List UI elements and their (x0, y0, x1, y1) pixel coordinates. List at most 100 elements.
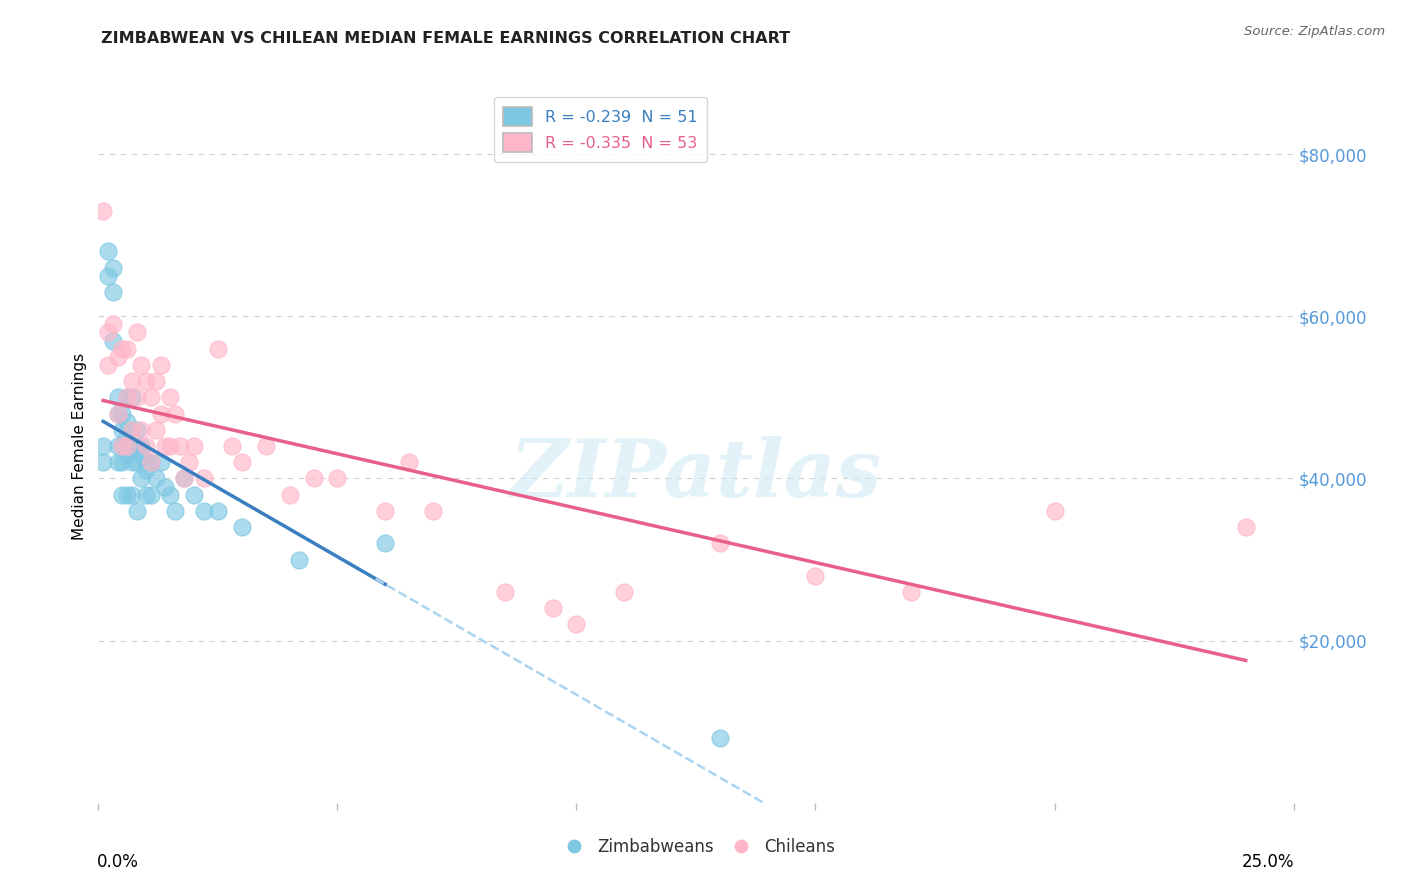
Point (101, 285, 124, 299)
Point (159, 439, 181, 453)
Point (125, 455, 148, 469)
Point (149, 455, 172, 469)
Text: Source: ZipAtlas.com: Source: ZipAtlas.com (1244, 25, 1385, 38)
Point (121, 455, 143, 469)
Point (135, 439, 157, 453)
Point (97, 326, 120, 340)
Point (145, 471, 167, 485)
Point (135, 488, 157, 502)
Point (101, 260, 124, 275)
Point (107, 350, 129, 364)
Point (221, 439, 243, 453)
Point (107, 455, 129, 469)
Point (169, 439, 191, 453)
Point (398, 455, 420, 469)
Point (139, 455, 162, 469)
Point (207, 342, 229, 356)
Point (107, 439, 129, 453)
Point (125, 439, 148, 453)
Point (111, 488, 134, 502)
Point (155, 479, 177, 493)
Point (107, 407, 129, 421)
Point (139, 390, 162, 404)
Point (183, 439, 205, 453)
Point (111, 342, 134, 356)
Point (121, 488, 143, 502)
Point (193, 471, 215, 485)
Point (494, 585, 516, 599)
Point (155, 439, 177, 453)
Point (115, 415, 138, 429)
Point (101, 334, 124, 348)
Point (101, 318, 124, 332)
Point (374, 536, 396, 550)
Point (115, 431, 138, 445)
Point (131, 423, 153, 437)
Point (135, 455, 157, 469)
Point (121, 374, 143, 388)
Point (207, 504, 229, 518)
Point (125, 423, 148, 437)
Point (709, 536, 731, 550)
Point (193, 504, 215, 518)
Point (288, 552, 311, 566)
Point (111, 423, 134, 437)
Point (115, 342, 138, 356)
Point (173, 471, 195, 485)
Point (139, 455, 162, 469)
Point (131, 447, 153, 461)
Point (97, 358, 120, 372)
Point (135, 374, 157, 388)
Point (115, 390, 138, 404)
Point (139, 488, 162, 502)
Point (231, 520, 253, 534)
Point (163, 504, 186, 518)
Point (131, 358, 153, 372)
Point (149, 407, 172, 421)
Point (145, 423, 167, 437)
Point (254, 439, 277, 453)
Point (183, 488, 205, 502)
Point (121, 423, 143, 437)
Point (1234, 520, 1257, 534)
Point (374, 504, 396, 518)
Text: ZIMBABWEAN VS CHILEAN MEDIAN FEMALE EARNINGS CORRELATION CHART: ZIMBABWEAN VS CHILEAN MEDIAN FEMALE EARN… (101, 31, 790, 46)
Point (115, 439, 138, 453)
Point (613, 585, 636, 599)
Y-axis label: Median Female Earnings: Median Female Earnings (72, 352, 87, 540)
Text: 0.0%: 0.0% (97, 853, 139, 871)
Point (231, 455, 253, 469)
Point (91, 439, 114, 453)
Point (135, 463, 157, 477)
Point (145, 374, 167, 388)
Point (422, 504, 444, 518)
Point (900, 585, 922, 599)
Point (131, 471, 153, 485)
Point (111, 439, 134, 453)
Point (131, 439, 153, 453)
Point (107, 390, 129, 404)
Point (121, 439, 143, 453)
Point (149, 358, 172, 372)
Text: 25.0%: 25.0% (1243, 853, 1295, 871)
Point (125, 326, 148, 340)
Point (91, 455, 114, 469)
Point (1043, 504, 1066, 518)
Point (163, 407, 186, 421)
Point (107, 407, 129, 421)
Point (278, 488, 301, 502)
Point (97, 268, 120, 283)
Point (97, 244, 120, 259)
Point (115, 390, 138, 404)
Point (326, 471, 349, 485)
Point (91, 203, 114, 218)
Point (115, 488, 138, 502)
Point (159, 488, 181, 502)
Point (111, 407, 134, 421)
Point (804, 568, 827, 582)
Point (709, 731, 731, 745)
Text: ZIPatlas: ZIPatlas (510, 436, 882, 513)
Point (159, 390, 181, 404)
Point (121, 423, 143, 437)
Point (302, 471, 325, 485)
